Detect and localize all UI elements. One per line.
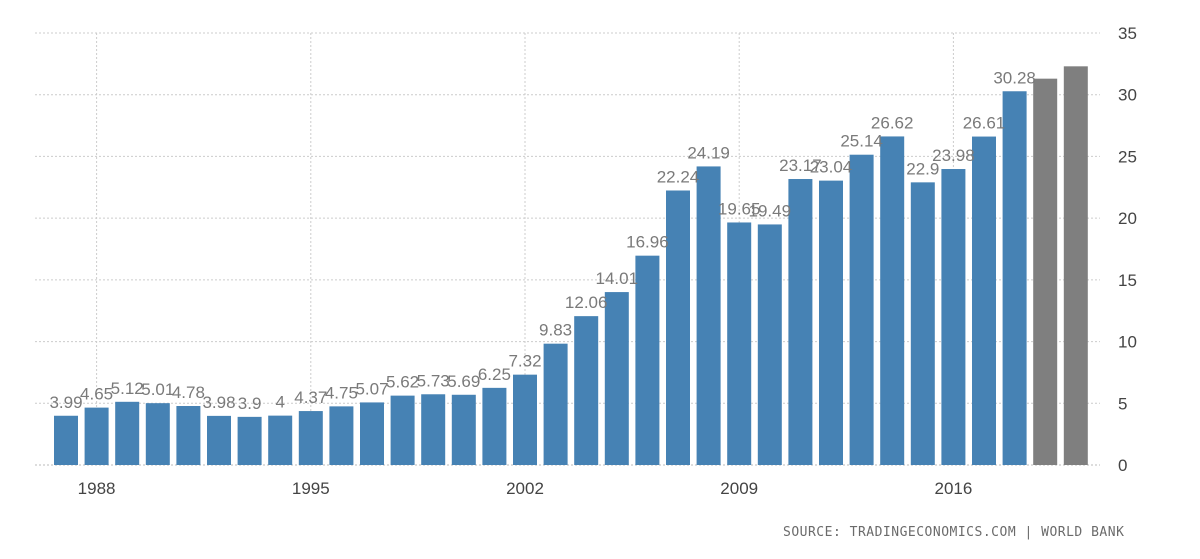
bar-data-label: 5.69 [447,372,480,391]
source-caption: SOURCE: TRADINGECONOMICS.COM | WORLD BAN… [783,525,1125,540]
bar-data-label: 5.01 [141,380,174,399]
bar [207,415,231,465]
bar-data-label: 5.12 [111,379,144,398]
bar-data-label: 26.62 [871,113,914,132]
bar-data-label: 3.9 [238,394,262,413]
y-tick-label: 30 [1118,86,1137,105]
bar [176,406,201,465]
bar [1002,91,1027,465]
bar-data-label: 12.06 [565,293,608,312]
x-tick-label: 2002 [506,479,544,498]
y-tick-label: 0 [1118,456,1127,475]
bar-data-label: 22.9 [906,159,939,178]
bar-data-label: 5.73 [417,371,450,390]
bar-data-label: 16.96 [626,233,669,252]
bar [666,190,690,465]
bar [482,387,507,465]
bar-data-label: 23.98 [932,146,975,165]
bar-data-label: 26.61 [963,114,1006,133]
bar [421,394,446,465]
bar-data-label: 5.07 [355,379,388,398]
y-tick-label: 5 [1118,394,1127,413]
bar [574,316,599,465]
bar-data-label: 4.75 [325,383,358,402]
x-tick-label: 2009 [720,479,758,498]
y-tick-label: 15 [1118,271,1137,290]
bar [451,394,476,465]
bar [972,136,996,465]
bar-data-label: 14.01 [596,269,639,288]
bar [819,180,843,465]
bar [329,406,354,465]
bar [543,343,568,465]
bar-data-label: 4.37 [294,388,327,407]
bar [727,222,752,465]
bar-data-label: 25.14 [840,132,883,151]
bar [513,374,537,465]
bar-data-label: 19.49 [749,201,792,220]
bar [757,224,782,465]
bar [268,415,293,465]
bar [360,402,384,465]
y-tick-label: 20 [1118,209,1137,228]
bar [145,403,170,465]
bar-data-label: 22.24 [657,167,700,186]
bar [910,182,935,465]
x-tick-label: 1988 [78,479,116,498]
x-tick-label: 2016 [934,479,972,498]
y-tick-label: 25 [1118,147,1137,166]
bar [849,154,874,466]
bar [84,407,109,465]
x-tick-label: 1995 [292,479,330,498]
forecast-bar [1033,78,1058,465]
bar-data-label: 7.32 [508,352,541,371]
bar [788,179,813,466]
bar-data-label: 30.28 [993,68,1036,87]
bar [237,416,262,465]
bar [880,136,905,465]
bar [298,411,323,465]
bar [941,169,966,465]
bar-data-label: 4.78 [172,383,205,402]
bar-data-label: 23.17 [779,156,822,175]
forecast-bar [1063,66,1088,465]
bar [604,292,629,465]
bar-data-label: 4 [275,393,284,412]
y-tick-label: 35 [1118,24,1137,43]
bar-data-label: 3.99 [49,393,82,412]
y-tick-label: 10 [1118,333,1137,352]
bar [115,401,140,465]
bar-data-label: 5.62 [386,373,419,392]
bar [54,415,78,465]
bar [390,395,415,465]
bar-data-label: 19.65 [718,199,761,218]
bar [696,166,721,466]
bar-data-label: 3.98 [202,393,235,412]
bar-data-label: 4.65 [80,385,113,404]
bar-data-label: 6.25 [478,365,511,384]
bar-data-label: 24.19 [687,143,730,162]
bar-data-label: 23.04 [810,158,853,177]
bar [635,255,660,465]
bar-data-label: 9.83 [539,321,572,340]
